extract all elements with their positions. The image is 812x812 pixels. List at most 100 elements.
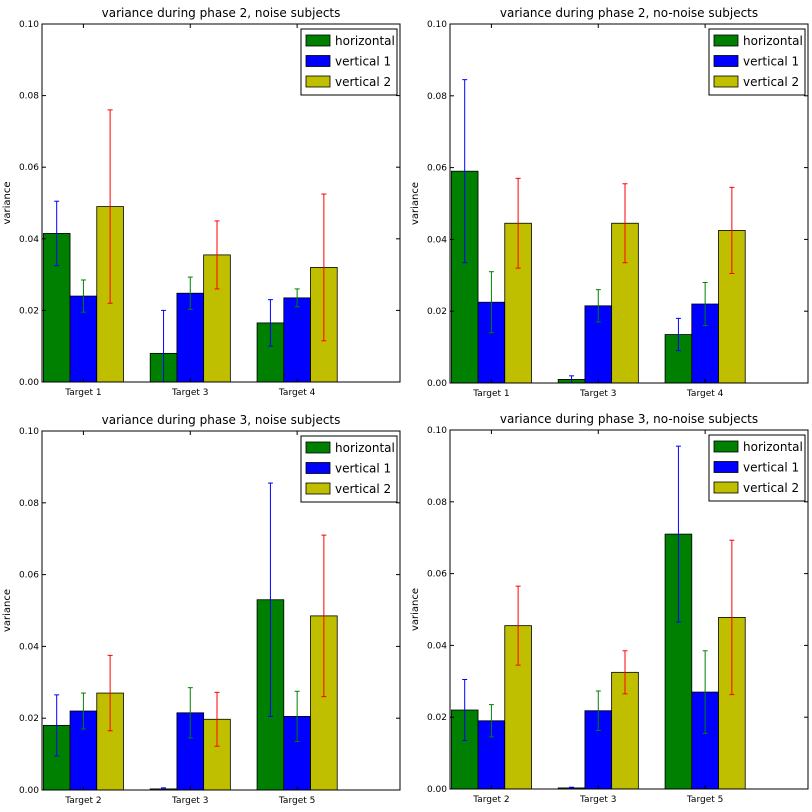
y-tick-label: 0.08: [427, 92, 447, 102]
chart-panel-1: 0.00 0.02 0.04 0.06 0.08 0.10 Target 1 Target 3…: [2, 6, 401, 398]
error-bar: [595, 289, 601, 323]
legend-label: vertical 2: [335, 482, 391, 496]
axes-frame: [449, 429, 809, 790]
axes-frame: [41, 430, 401, 791]
error-bar: [321, 534, 327, 698]
x-tick-label: Target 3: [171, 796, 208, 806]
legend-label: vertical 2: [743, 481, 799, 495]
legend: horizontal vertical 1 vertical 2: [300, 28, 398, 96]
legend-swatch: [305, 482, 331, 495]
error-bar: [462, 79, 468, 264]
error-bar: [267, 299, 273, 347]
y-tick-label: 0.10: [19, 427, 39, 437]
y-axis-label: variance: [2, 181, 13, 224]
error-bar: [294, 690, 300, 743]
y-tick-label: 0.02: [427, 713, 447, 723]
y-tick-label: 0.06: [427, 164, 447, 174]
legend-swatch: [713, 75, 739, 88]
legend-label: horizontal: [335, 441, 395, 455]
error-bar: [54, 200, 60, 267]
y-axis-label: variance: [410, 182, 421, 225]
error-bar: [675, 445, 681, 623]
y-tick-label: 0.02: [19, 714, 39, 724]
legend-label: vertical 1: [335, 462, 391, 476]
chart-title: variance during phase 3, no-noise subjec…: [500, 412, 758, 426]
x-tick-label: Target 3: [579, 389, 616, 399]
legend-swatch: [713, 440, 739, 453]
axes-frame: [41, 23, 401, 383]
error-bar: [702, 281, 708, 327]
error-bar: [702, 650, 708, 734]
error-bar: [107, 654, 113, 732]
x-tick-label: Target 4: [686, 389, 724, 399]
chart-panel-3: 0.00 0.02 0.04 0.06 0.08 0.10 Target 2 Target 3…: [2, 413, 401, 806]
error-bar: [267, 482, 273, 717]
x-tick-label: Target 4: [278, 388, 316, 398]
error-bar: [214, 691, 220, 747]
x-tick-label: Target 1: [472, 389, 509, 399]
error-bar: [729, 539, 735, 696]
error-bar: [187, 276, 193, 310]
error-bar: [80, 279, 86, 313]
error-bar: [595, 690, 601, 731]
error-bar: [729, 186, 735, 275]
y-tick-label: 0.00: [427, 785, 447, 795]
error-bar: [321, 193, 327, 342]
y-axis-label: variance: [2, 589, 13, 632]
x-tick-label: Target 3: [171, 388, 208, 398]
y-tick-label: 0.04: [427, 641, 447, 651]
legend: horizontal vertical 1 vertical 2: [300, 435, 398, 503]
legend-label: horizontal: [743, 34, 803, 48]
x-tick-label: Target 3: [579, 795, 616, 805]
legend-swatch: [713, 55, 739, 67]
legend-swatch: [305, 34, 331, 47]
bar-vertical-1-target-4: [283, 297, 311, 383]
error-bar: [187, 687, 193, 739]
error-bar: [54, 694, 60, 757]
error-bar: [622, 183, 628, 264]
x-tick-label: Target 2: [472, 795, 509, 805]
y-tick-label: 0.04: [19, 642, 39, 652]
y-tick-label: 0.04: [427, 235, 447, 245]
y-tick-label: 0.06: [427, 570, 447, 580]
y-tick-label: 0.00: [19, 378, 39, 388]
y-tick-label: 0.06: [19, 163, 39, 173]
y-tick-label: 0.04: [19, 235, 39, 245]
legend-label: vertical 1: [743, 461, 799, 475]
x-tick-label: Target 1: [64, 388, 101, 398]
y-tick-label: 0.10: [427, 426, 447, 436]
legend: horizontal vertical 1 vertical 2: [708, 434, 806, 502]
x-tick-label: Target 2: [64, 796, 101, 806]
error-bar: [80, 692, 86, 730]
y-tick-label: 0.08: [19, 499, 39, 509]
legend: horizontal vertical 1 vertical 2: [708, 28, 806, 96]
y-tick-label: 0.08: [19, 92, 39, 102]
chart-title: variance during phase 2, noise subjects: [102, 6, 341, 20]
legend-swatch: [305, 441, 331, 454]
legend-swatch: [713, 34, 739, 47]
legend-label: vertical 1: [335, 55, 391, 69]
error-bar: [488, 271, 494, 334]
legend-swatch: [305, 75, 331, 88]
y-axis-label: variance: [410, 588, 421, 631]
y-tick-label: 0.10: [427, 20, 447, 30]
legend-swatch: [305, 55, 331, 67]
legend-label: vertical 2: [335, 75, 391, 89]
chart-title: variance during phase 3, noise subjects: [102, 413, 341, 427]
y-tick-label: 0.02: [19, 306, 39, 316]
legend-swatch: [713, 461, 739, 473]
error-bar: [515, 177, 521, 269]
x-tick-label: Target 5: [686, 795, 723, 805]
y-tick-label: 0.00: [427, 379, 447, 389]
chart-title: variance during phase 2, no-noise subjec…: [500, 6, 758, 20]
legend-label: vertical 2: [743, 75, 799, 89]
chart-panel-4: 0.00 0.02 0.04 0.06 0.08 0.10 Target 2 Target 3…: [410, 412, 809, 805]
bar-horizontal-target-1: [450, 170, 479, 384]
error-bar: [622, 650, 628, 695]
axes-frame: [449, 23, 809, 384]
error-bar: [462, 679, 468, 742]
error-bar: [294, 288, 300, 308]
y-tick-label: 0.02: [427, 307, 447, 317]
chart-panel-2: 0.00 0.02 0.04 0.06 0.08 0.10 Target 1 Target 3…: [410, 6, 809, 399]
error-bar: [675, 317, 681, 352]
